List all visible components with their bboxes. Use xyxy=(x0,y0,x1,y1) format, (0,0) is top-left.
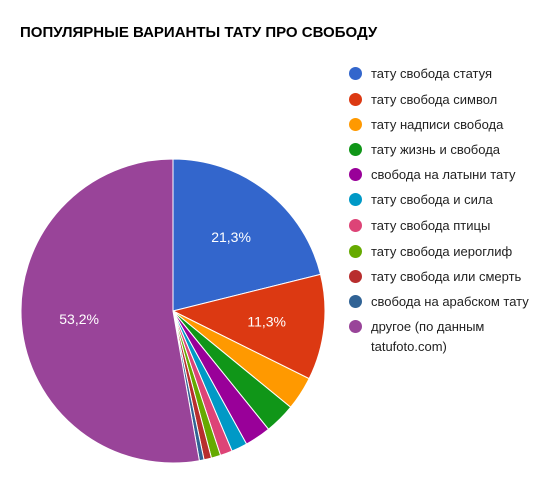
pie-slice-10 xyxy=(20,158,200,464)
slice-data-label-0: 21,3% xyxy=(211,229,251,245)
legend-label-4: свобода на латыни тату xyxy=(371,167,516,182)
legend-label-0: тату свобода статуя xyxy=(371,66,493,81)
legend-swatch-3 xyxy=(349,143,362,156)
legend-label-7: тату свобода иероглиф xyxy=(371,244,513,259)
pie-slice-0 xyxy=(172,158,322,312)
legend-item-9: свобода на арабском тату xyxy=(349,292,539,312)
legend-label-6: тату свобода птицы xyxy=(371,218,491,233)
legend-swatch-8 xyxy=(349,270,362,283)
legend-swatch-2 xyxy=(349,118,362,131)
legend-item-6: тату свобода птицы xyxy=(349,216,539,236)
legend-item-10: другое (по данным tatufoto.com) xyxy=(349,317,539,357)
legend-swatch-0 xyxy=(349,67,362,80)
legend-label-8: тату свобода или смерть xyxy=(371,269,522,284)
legend-label-1: тату свобода символ xyxy=(371,92,498,107)
legend-label-9: свобода на арабском тату xyxy=(371,294,529,309)
legend-swatch-5 xyxy=(349,193,362,206)
legend-item-8: тату свобода или смерть xyxy=(349,267,539,287)
slice-data-label-10: 53,2% xyxy=(59,311,99,327)
legend-item-7: тату свобода иероглиф xyxy=(349,242,539,262)
legend-item-1: тату свобода символ xyxy=(349,90,539,110)
legend-item-5: тату свобода и сила xyxy=(349,190,539,210)
legend-label-10: другое (по данным tatufoto.com) xyxy=(371,319,485,354)
legend-label-2: тату надписи свобода xyxy=(371,117,504,132)
legend-swatch-6 xyxy=(349,219,362,232)
legend-swatch-1 xyxy=(349,93,362,106)
legend: тату свобода статуя тату свобода символ та… xyxy=(349,64,539,362)
slice-data-label-1: 11,3% xyxy=(247,313,286,329)
legend-swatch-10 xyxy=(349,320,362,333)
legend-swatch-9 xyxy=(349,295,362,308)
legend-item-3: тату жизнь и свобода xyxy=(349,140,539,160)
chart-title: ПОПУЛЯРНЫЕ ВАРИАНТЫ ТАТУ ПРО СВОБОДУ xyxy=(20,24,378,41)
legend-label-3: тату жизнь и свобода xyxy=(371,142,501,157)
pie-slice-1 xyxy=(171,273,326,380)
legend-swatch-7 xyxy=(349,245,362,258)
legend-item-4: свобода на латыни тату xyxy=(349,165,539,185)
legend-label-5: тату свобода и сила xyxy=(371,192,493,207)
legend-item-2: тату надписи свобода xyxy=(349,115,539,135)
legend-swatch-4 xyxy=(349,168,362,181)
legend-item-0: тату свобода статуя xyxy=(349,64,539,84)
